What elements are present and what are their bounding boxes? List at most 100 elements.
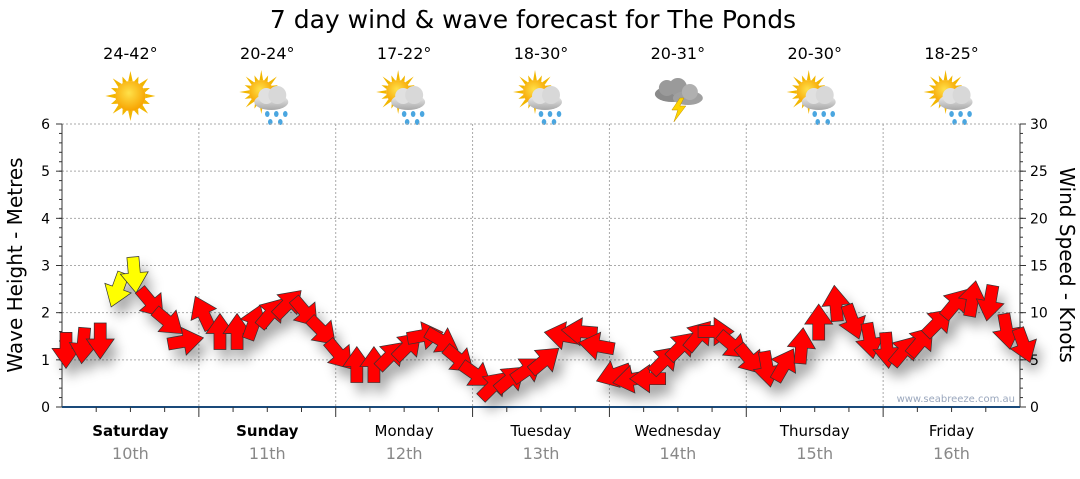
sun-ray <box>952 76 962 85</box>
wind-arrow <box>992 312 1021 350</box>
day-temperature-label: 20-24° <box>240 44 295 63</box>
sun-ray <box>105 93 116 99</box>
wind-arrow <box>119 256 149 294</box>
lightning-icon <box>671 97 687 123</box>
wind-arrow <box>629 364 666 394</box>
sun-ray <box>793 76 802 85</box>
raindrop-icon <box>282 111 288 117</box>
sun-ray <box>264 75 269 82</box>
sun-ray <box>376 90 387 94</box>
raindrop-icon <box>401 111 407 117</box>
day-date-label: 12th <box>386 444 423 463</box>
day-name-label: Monday <box>375 422 434 440</box>
wind-arrow <box>457 359 492 386</box>
sun-ray <box>401 75 406 82</box>
right-tick-label: 0 <box>1030 400 1039 416</box>
sun-showers-icon <box>376 70 426 125</box>
sun-ray <box>381 94 388 99</box>
cloud-shape <box>405 86 424 104</box>
raindrop-icon <box>556 111 562 117</box>
sun-ray <box>811 75 816 82</box>
sun-ray <box>381 85 388 90</box>
raindrop-icon <box>538 111 544 117</box>
sun-ray <box>792 94 799 99</box>
day-name-label: Thursday <box>779 422 850 440</box>
day-temperature-label: 20-31° <box>651 44 706 63</box>
sun-ray <box>528 75 533 82</box>
wind-arrow <box>85 322 115 360</box>
sun-ray <box>143 87 150 93</box>
sun-ray <box>923 90 934 94</box>
cloud-shape <box>542 86 560 104</box>
sun-ray <box>792 85 799 90</box>
sun-ray <box>382 99 392 108</box>
sun-ray <box>519 99 528 108</box>
day-date-label: 13th <box>523 444 560 463</box>
raindrop-icon <box>264 111 270 117</box>
sun-ray <box>239 90 250 94</box>
wind-arrow <box>1009 326 1037 364</box>
day-date-label: 10th <box>112 444 149 463</box>
day-name-label: Saturday <box>92 422 169 440</box>
sun-ray <box>815 76 825 85</box>
sun-disc <box>115 81 146 111</box>
right-tick-label: 20 <box>1030 211 1048 227</box>
wind-arrow-shadow <box>110 281 138 317</box>
sun-ray <box>519 76 528 85</box>
wind-arrow <box>975 284 1005 322</box>
sunny-icon <box>105 71 156 121</box>
wind-arrow <box>957 280 987 318</box>
sun-ray <box>122 108 127 116</box>
raindrop-icon <box>410 111 416 117</box>
day-name-label: Wednesday <box>634 422 721 440</box>
sun-ray <box>259 70 264 81</box>
raindrop-icon <box>830 111 836 117</box>
sun-ray <box>537 75 542 82</box>
wind-arrow <box>150 305 183 335</box>
sun-ray <box>928 85 936 90</box>
wind-arrow-shadow <box>635 374 672 403</box>
wind-arrow <box>838 302 866 340</box>
raindrop-icon <box>949 111 954 117</box>
day-name-label: Friday <box>929 422 975 440</box>
cloud-icon <box>938 86 973 110</box>
sun-ray <box>518 85 525 90</box>
day-temperature-label: 18-30° <box>514 44 569 63</box>
left-axis-label: Wave Height - Metres <box>3 157 27 372</box>
raindrop-icon <box>547 111 553 117</box>
wind-arrow <box>305 314 336 345</box>
sun-ray <box>793 99 802 108</box>
sun-ray <box>139 104 149 114</box>
sun-ray <box>254 75 259 82</box>
day-temperature-label: 18-25° <box>924 44 979 63</box>
cloud-shape <box>815 86 834 104</box>
sun-ray <box>143 99 150 105</box>
sun-showers-icon <box>239 70 289 125</box>
thunderstorm-icon <box>654 78 703 123</box>
sun-ray <box>268 76 277 85</box>
sun-ray <box>112 104 122 114</box>
day-date-label: 14th <box>659 444 696 463</box>
day-temperature-label: 20-30° <box>787 44 842 63</box>
right-tick-label: 15 <box>1030 259 1048 275</box>
sun-ray <box>405 76 414 85</box>
day-name-label: Tuesday <box>509 422 571 440</box>
raindrop-icon <box>273 111 279 117</box>
sun-ray <box>111 99 118 105</box>
sun-ray <box>112 78 122 88</box>
wind-arrow <box>786 327 817 365</box>
sun-ray <box>801 75 806 82</box>
sun-ray <box>111 87 118 93</box>
sun-ray <box>382 76 392 85</box>
sun-ray <box>134 76 139 84</box>
cloud-icon <box>391 86 426 110</box>
sun-ray <box>128 71 133 82</box>
left-tick-label: 0 <box>41 400 50 416</box>
right-tick-label: 25 <box>1030 164 1048 180</box>
raindrop-icon <box>958 111 963 117</box>
left-tick-label: 5 <box>41 164 50 180</box>
sun-ray <box>806 70 811 81</box>
sun-ray <box>245 99 255 108</box>
